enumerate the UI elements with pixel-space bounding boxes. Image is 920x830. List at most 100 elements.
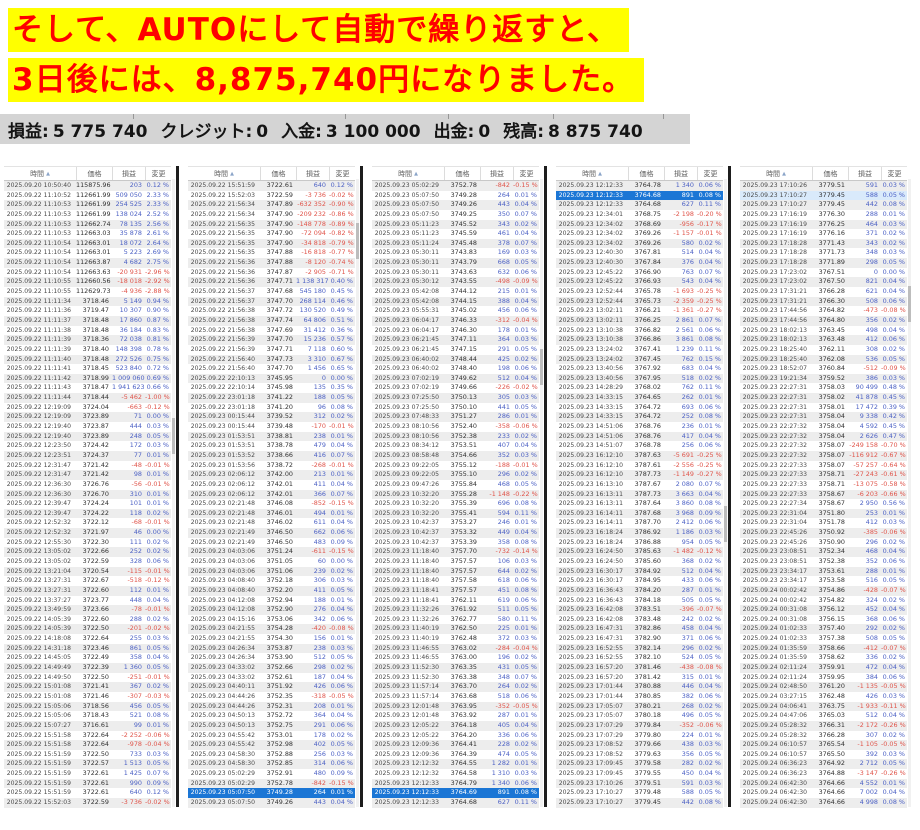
table-row[interactable]: 2025.09.23 22:27:33 3758.71 -27 243 -0.61 % (740, 470, 907, 480)
table-row[interactable]: 2025.09.23 05:02:29 3752.91 480 0.09 % (188, 769, 355, 779)
table-row[interactable]: 2025.09.23 17:01:44 3780.85 382 0.06 % (556, 692, 723, 702)
table-row[interactable]: 2025.09.23 12:40:30 3767.81 514 0.04 % (556, 248, 723, 258)
table-row[interactable]: 2025.09.23 07:25:50 3750.10 441 0.05 % (372, 403, 539, 413)
table-row[interactable]: 2025.09.23 12:05:22 3764.20 336 0.06 % (372, 731, 539, 741)
table-row[interactable]: 2025.09.23 11:18:40 3757.70 -732 -0.14 % (372, 547, 539, 557)
table-row[interactable]: 2025.09.22 14:05:39 3722.60 288 0.02 % (4, 615, 171, 625)
table-row[interactable]: 2025.09.23 16:18:24 3786.88 954 0.05 % (556, 538, 723, 548)
table-row[interactable]: 2025.09.22 11:11:43 3718.47 1 941 623 0.66 … (4, 383, 171, 393)
table-row[interactable]: 2025.09.22 21:56:35 3747.90 -34 818 -0.79 % (188, 238, 355, 249)
table-row[interactable]: 2025.09.23 17:18:28 3771.43 343 0.02 % (740, 238, 907, 249)
table-row[interactable]: 2025.09.22 14:49:50 3722.50 -251 -0.01 % (4, 673, 171, 683)
table-row[interactable]: 2025.09.22 12:52:32 3721.97 46 0.00 % (4, 528, 171, 538)
table-row[interactable]: 2025.09.22 15:51:59 3722.61 640 0.12 % (188, 181, 355, 191)
table-row[interactable]: 2025.09.24 02:11:24 3759.95 384 0.06 % (740, 673, 907, 683)
table-row[interactable]: 2025.09.22 21:56:38 3747.72 130 520 0.49 % (188, 306, 355, 316)
table-row[interactable]: 2025.09.22 15:05:06 3718.56 456 0.05 % (4, 701, 171, 712)
table-row[interactable]: 2025.09.23 12:05:22 3764.18 405 0.04 % (372, 720, 539, 731)
table-row[interactable]: 2025.09.23 05:07:50 3749.26 443 0.04 % (372, 200, 539, 210)
header-time[interactable]: 時間 ▲ (4, 167, 76, 180)
table-row[interactable]: 2025.09.23 12:52:44 3765.73 -2 359 -0.25 % (556, 296, 723, 307)
scrollbar-thumb[interactable] (356, 222, 359, 259)
table-row[interactable]: 2025.09.23 17:10:27 3779.45 588 0.05 % (740, 190, 907, 201)
table-row[interactable]: 2025.09.23 16:14:11 3787.68 3 968 0.09 % (556, 508, 723, 519)
table-row[interactable]: 2025.09.23 14:33:15 3764.65 262 0.01 % (556, 393, 723, 403)
table-row[interactable]: 2025.09.23 04:50:13 3752.72 364 0.04 % (188, 711, 355, 721)
table-row[interactable]: 2025.09.23 04:33:02 3752.61 187 0.04 % (188, 673, 355, 683)
table-row[interactable]: 2025.09.22 12:55:30 3722.30 111 0.02 % (4, 538, 171, 548)
table-row[interactable]: 2025.09.23 16:36:43 3784.20 287 0.01 % (556, 585, 723, 596)
table-row[interactable]: 2025.09.23 17:44:56 3764.82 -473 -0.08 % (740, 306, 907, 316)
table-row[interactable]: 2025.09.22 11:10:54 112663.01 18 072 2.64 % (4, 238, 171, 249)
table-row[interactable]: 2025.09.24 05:28:32 3766.31 -2 172 -0.26 % (740, 720, 907, 731)
table-row[interactable]: 2025.09.22 11:11:38 3718.48 36 184 0.83 % (4, 326, 171, 336)
header-change[interactable]: 変更 (513, 167, 539, 180)
table-row[interactable]: 2025.09.23 16:47:31 3782.86 458 0.04 % (556, 624, 723, 635)
table-row[interactable]: 2025.09.22 12:36:30 3726.76 -56 -0.01 % (4, 480, 171, 490)
table-row[interactable]: 2025.09.22 12:19:09 3723.89 71 0.00 % (4, 412, 171, 423)
table-row[interactable]: 2025.09.22 12:19:40 3723.87 444 0.03 % (4, 422, 171, 432)
table-row[interactable]: 2025.09.23 10:42:37 3753.39 358 0.08 % (372, 538, 539, 548)
scrollbar[interactable] (172, 179, 175, 807)
table-row[interactable]: 2025.09.23 01:53:51 3738.78 479 0.04 % (188, 441, 355, 451)
table-row[interactable]: 2025.09.24 01:02:33 3757.40 292 0.02 % (740, 624, 907, 635)
table-row[interactable]: 2025.09.22 22:10:14 3745.98 135 0.35 % (188, 383, 355, 393)
table-row[interactable]: 2025.09.22 21:56:38 3747.69 31 412 0.36 % (188, 326, 355, 336)
table-row[interactable]: 2025.09.22 14:05:39 3722.50 -201 -0.02 % (4, 624, 171, 635)
table-row[interactable]: 2025.09.22 15:52:03 3722.59 -3 736 -0.02 % (4, 798, 171, 808)
table-row[interactable]: 2025.09.20 10:50:40 115875.96 203 0.12 % (4, 181, 171, 191)
table-row[interactable]: 2025.09.23 16:12:10 3787.73 -1 149 -0.27 % (556, 470, 723, 480)
table-row[interactable]: 2025.09.23 17:05:07 3780.18 496 0.05 % (556, 711, 723, 721)
table-row[interactable]: 2025.09.24 01:35:59 3758.66 -412 -0.07 % (740, 643, 907, 654)
table-row[interactable]: 2025.09.22 22:10:13 3745.95 0 0.00 % (188, 373, 355, 384)
table-row[interactable]: 2025.09.23 17:07:29 3779.84 -352 -0.06 % (556, 720, 723, 731)
table-row[interactable]: 2025.09.23 04:58:30 3752.85 314 0.06 % (188, 759, 355, 770)
table-row[interactable]: 2025.09.23 22:27:34 3758.67 2 950 0.56 % (740, 499, 907, 509)
table-row[interactable]: 2025.09.24 00:31:08 3756.12 452 0.04 % (740, 605, 907, 615)
table-row[interactable]: 2025.09.22 13:27:31 3722.60 112 0.01 % (4, 585, 171, 596)
header-price[interactable]: 価格 (260, 167, 296, 180)
header-time[interactable]: 時間 ▲ (372, 167, 444, 180)
table-row[interactable]: 2025.09.23 17:16:19 3776.30 288 0.01 % (740, 210, 907, 220)
table-row[interactable]: 2025.09.22 11:11:36 3719.47 10 307 0.90 % (4, 306, 171, 316)
table-row[interactable]: 2025.09.23 09:47:26 3755.84 468 0.05 % (372, 480, 539, 490)
table-row[interactable]: 2025.09.23 14:51:06 3768.76 417 0.04 % (556, 431, 723, 442)
table-row[interactable]: 2025.09.22 21:56:36 3747.71 1 138 317 0.40 … (188, 277, 355, 288)
table-row[interactable]: 2025.09.22 21:56:34 3747.89 -632 352 -0.90 … (188, 200, 355, 210)
table-row[interactable]: 2025.09.23 22:27:31 3758.03 90 499 0.48 % (740, 383, 907, 393)
table-row[interactable]: 2025.09.24 06:10:57 3765.50 392 0.03 % (740, 750, 907, 760)
table-row[interactable]: 2025.09.23 16:14:11 3787.70 2 412 0.06 % (556, 518, 723, 528)
table-row[interactable]: 2025.09.22 11:10:52 112661.99 509 050 2.33 … (4, 191, 171, 201)
table-row[interactable]: 2025.09.23 11:18:40 3757.58 618 0.06 % (372, 576, 539, 586)
table-row[interactable]: 2025.09.23 12:12:32 3764.58 1 310 0.03 % (372, 769, 539, 779)
table-row[interactable]: 2025.09.23 04:03:06 3751.05 60 0.00 % (188, 557, 355, 567)
table-row[interactable]: 2025.09.22 21:56:37 3747.70 268 114 0.46 % (188, 296, 355, 307)
table-row[interactable]: 2025.09.23 14:33:15 3764.72 252 0.08 % (556, 412, 723, 423)
table-row[interactable]: 2025.09.23 04:44:26 3752.31 208 0.01 % (188, 701, 355, 712)
table-row[interactable]: 2025.09.23 13:10:38 3766.86 3 861 0.08 % (556, 335, 723, 345)
table-row[interactable]: 2025.09.23 04:58:30 3752.88 256 0.03 % (188, 750, 355, 760)
table-row[interactable]: 2025.09.23 11:57:14 3763.68 518 0.06 % (372, 692, 539, 702)
table-row[interactable]: 2025.09.23 12:01:48 3763.95 -352 -0.05 % (372, 701, 539, 712)
table-row[interactable]: 2025.09.23 16:12:10 3787.61 -2 556 -0.25 % (556, 461, 723, 471)
table-row[interactable]: 2025.09.23 04:21:55 3754.30 156 0.01 % (188, 634, 355, 644)
table-row[interactable]: 2025.09.23 02:21:49 3746.50 662 0.06 % (188, 528, 355, 538)
header-profit[interactable]: 損益 (664, 167, 697, 180)
table-row[interactable]: 2025.09.22 11:11:39 3718.36 72 038 0.81 % (4, 335, 171, 345)
table-row[interactable]: 2025.09.23 05:30:11 3743.79 668 0.05 % (372, 258, 539, 268)
scrollbar[interactable] (540, 179, 543, 807)
table-row[interactable]: 2025.09.22 15:01:08 3721.41 367 0.02 % (4, 682, 171, 692)
table-row[interactable]: 2025.09.22 13:37:27 3723.77 448 0.04 % (4, 596, 171, 606)
header-profit[interactable]: 損益 (112, 167, 145, 180)
table-row[interactable]: 2025.09.23 12:34:02 3769.26 580 0.02 % (556, 238, 723, 249)
table-row[interactable]: 2025.09.23 12:09:36 3764.41 228 0.02 % (372, 740, 539, 750)
table-row[interactable]: 2025.09.23 23:34:17 3753.58 516 0.05 % (740, 576, 907, 586)
table-row[interactable]: 2025.09.23 10:32:20 3755.39 696 0.08 % (372, 499, 539, 509)
table-row[interactable]: 2025.09.22 12:39:47 3724.22 118 0.02 % (4, 508, 171, 519)
table-row[interactable]: 2025.09.24 01:02:33 3757.38 508 0.05 % (740, 634, 907, 644)
table-row[interactable]: 2025.09.23 16:30:17 3784.92 512 0.04 % (556, 566, 723, 577)
table-row[interactable]: 2025.09.22 14:49:49 3722.39 1 360 0.05 % (4, 663, 171, 673)
table-row[interactable]: 2025.09.22 14:31:18 3723.46 861 0.05 % (4, 643, 171, 654)
table-row[interactable]: 2025.09.23 17:10:26 3779.51 591 0.03 % (740, 181, 907, 191)
table-row[interactable]: 2025.09.23 22:27:32 3758.04 2 626 0.47 % (740, 431, 907, 442)
